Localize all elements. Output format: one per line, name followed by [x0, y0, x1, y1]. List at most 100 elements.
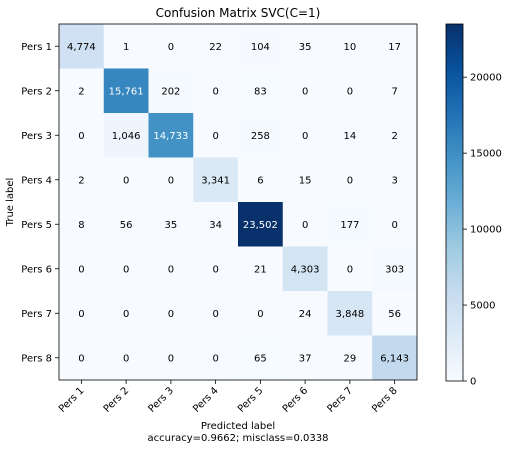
heatmap-cell: [238, 24, 284, 69]
heatmap-cell: [148, 24, 194, 69]
cell-value-label: 22: [209, 42, 222, 53]
heatmap-cell: [372, 24, 418, 69]
x-tick-label: Pers 5: [236, 385, 265, 414]
cell-value-label: 258: [251, 131, 270, 142]
heatmap-cell: [327, 113, 373, 158]
cell-value-label: 0: [168, 264, 174, 275]
cell-value-label: 0: [212, 309, 218, 320]
cell-value-label: 6: [257, 175, 263, 186]
cell-value-label: 1,046: [112, 131, 141, 142]
cell-value-label: 34: [209, 220, 222, 231]
cell-value-label: 0: [168, 309, 174, 320]
heatmap-cell: [59, 335, 105, 381]
heatmap-cell: [148, 113, 194, 158]
cell-value-label: 0: [123, 353, 129, 364]
cell-value-label: 1: [123, 42, 129, 53]
cell-value-label: 35: [299, 42, 312, 53]
cell-value-label: 37: [299, 353, 312, 364]
heatmap-cell: [238, 68, 284, 114]
heatmap-cell: [327, 157, 373, 203]
x-tick-label: Pers 3: [147, 385, 176, 414]
heatmap-cell: [282, 291, 328, 336]
heatmap-cell: [103, 335, 149, 381]
heatmap-cell: [372, 335, 418, 381]
heatmap-cell: [282, 68, 328, 114]
heatmap-cell: [103, 291, 149, 336]
heatmap-cell: [372, 291, 418, 336]
colorbar-tick-label: 0: [470, 377, 476, 388]
cell-value-label: 4,303: [291, 264, 320, 275]
cell-value-label: 14: [344, 131, 357, 142]
heatmap-cell: [59, 246, 105, 292]
heatmap-cell: [372, 246, 418, 292]
cell-value-label: 2: [78, 175, 84, 186]
heatmap-cell: [238, 202, 284, 247]
cell-value-label: 7: [391, 86, 397, 97]
cell-value-label: 0: [212, 86, 218, 97]
cell-value-label: 0: [78, 353, 84, 364]
heatmap-cell: [193, 246, 239, 292]
cell-value-label: 0: [302, 131, 308, 142]
cell-value-label: 65: [254, 353, 267, 364]
heatmap-cell: [372, 157, 418, 203]
heatmap-cell: [193, 157, 239, 203]
heatmap-cell: [372, 68, 418, 114]
heatmap-cells: [59, 24, 418, 381]
y-tick-label: Pers 6: [21, 264, 52, 275]
heatmap-cell: [59, 202, 105, 247]
cell-value-label: 56: [120, 220, 133, 231]
y-axis-label: True label: [5, 178, 16, 228]
cell-value-label: 303: [385, 264, 404, 275]
cell-value-label: 0: [212, 353, 218, 364]
heatmap-cell: [238, 291, 284, 336]
cell-value-label: 3,848: [336, 309, 365, 320]
colorbar-ticks: 0 5000 10000 15000 20000: [463, 73, 502, 388]
x-axis-label: Predicted label: [201, 421, 275, 432]
cell-value-label: 0: [168, 353, 174, 364]
heatmap-cell: [193, 335, 239, 381]
heatmap-cell: [372, 202, 418, 247]
cell-value-label: 24: [299, 309, 312, 320]
heatmap-cell: [59, 291, 105, 336]
cell-value-label: 14,733: [153, 131, 188, 142]
cell-value-label: 177: [340, 220, 359, 231]
heatmap-cell-labels: 4,774 1 0 22 104 35 10 172 15,761 202 0 83 0 0 70 1,046…: [67, 42, 409, 365]
heatmap-cell: [103, 202, 149, 247]
cell-value-label: 0: [212, 264, 218, 275]
heatmap-cell: [327, 291, 373, 336]
cell-value-label: 0: [123, 264, 129, 275]
heatmap-cell: [282, 335, 328, 381]
heatmap-cell: [238, 335, 284, 381]
heatmap-cell: [59, 113, 105, 158]
heatmap-cell: [327, 246, 373, 292]
cell-value-label: 4,774: [67, 42, 96, 53]
heatmap-cell: [148, 246, 194, 292]
cell-value-label: 0: [391, 220, 397, 231]
colorbar-tick-label: 20000: [470, 73, 502, 84]
colorbar-tick-label: 5000: [470, 301, 495, 312]
cell-value-label: 2: [391, 131, 397, 142]
y-tick-label: Pers 3: [21, 131, 52, 142]
y-tick-label: Pers 5: [21, 220, 52, 231]
colorbar-tick-label: 10000: [470, 225, 502, 236]
cell-value-label: 0: [78, 131, 84, 142]
cell-value-label: 15: [299, 175, 312, 186]
cell-value-label: 0: [257, 309, 263, 320]
colorbar-tick-label: 15000: [470, 149, 502, 160]
heatmap-cell: [238, 113, 284, 158]
chart-title: Confusion Matrix SVC(C=1): [156, 6, 321, 20]
heatmap-cell: [282, 24, 328, 69]
heatmap-cell: [327, 68, 373, 114]
x-axis-sublabel: accuracy=0.9662; misclass=0.0338: [148, 433, 329, 444]
cell-value-label: 0: [168, 175, 174, 186]
cell-value-label: 0: [123, 309, 129, 320]
heatmap-cell: [103, 113, 149, 158]
heatmap-cell: [103, 246, 149, 292]
cell-value-label: 0: [302, 86, 308, 97]
x-tick-label: Pers 4: [191, 385, 220, 414]
heatmap-cell: [148, 68, 194, 114]
heatmap-cell: [282, 202, 328, 247]
x-tick-label: Pers 6: [281, 385, 310, 414]
heatmap-cell: [282, 246, 328, 292]
